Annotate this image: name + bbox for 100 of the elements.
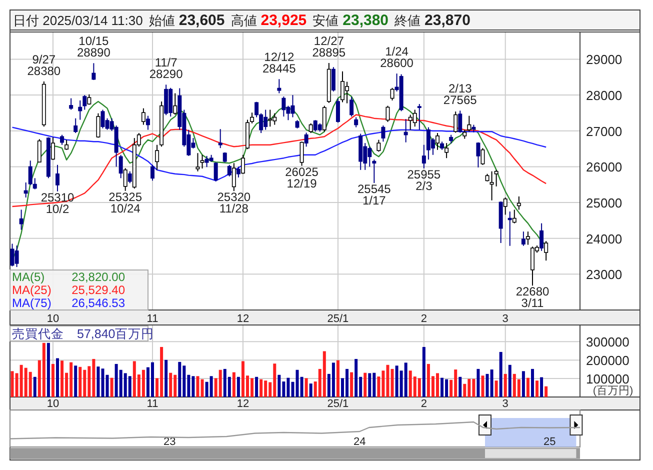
bar (169, 372, 172, 397)
bar (526, 378, 530, 397)
candlestick (64, 139, 69, 150)
y-tick-label: 300000 (586, 334, 630, 350)
candlestick (146, 115, 150, 130)
bar (255, 376, 258, 397)
candlestick (331, 66, 336, 92)
annotation: 22680 3/11 (516, 284, 550, 310)
annotation: 23,820.00 (72, 270, 126, 284)
bar (164, 360, 168, 397)
bar (260, 379, 263, 397)
candlestick (422, 144, 426, 169)
x-tick-label: 10 (46, 398, 60, 410)
bar (531, 368, 534, 397)
bar (458, 376, 462, 397)
candlestick (128, 170, 132, 184)
x-tick-label: 23 (163, 436, 176, 448)
candlestick (444, 142, 449, 159)
candlestick (282, 96, 286, 118)
text: 23,380 (342, 12, 389, 29)
bar (210, 376, 213, 397)
candlestick (19, 209, 24, 230)
candlestick (526, 231, 530, 246)
candlestick (200, 154, 204, 169)
candlestick (521, 231, 526, 246)
x-tick-label: 10 (46, 313, 60, 325)
candlestick (14, 245, 19, 268)
bar (42, 342, 46, 397)
x-tick-label: 12 (236, 398, 250, 410)
candlestick (227, 164, 232, 177)
y-tick-label: 23000 (586, 267, 622, 282)
candlestick (164, 84, 168, 116)
bar (481, 376, 484, 397)
bar (422, 346, 426, 397)
y-tick-label: 25000 (586, 196, 622, 211)
candlestick (412, 109, 417, 128)
bar (178, 362, 182, 397)
candlestick (404, 118, 408, 143)
bar (304, 378, 308, 397)
bar (106, 374, 109, 397)
text: 安値 (312, 13, 339, 28)
bar (96, 366, 100, 397)
candlestick (544, 240, 548, 262)
bar (490, 369, 494, 397)
x-tick-label: 2 (420, 398, 427, 410)
x-tick-label: 25/1 (327, 398, 349, 410)
candlestick (336, 98, 340, 124)
annotation: 10/15 28890 (77, 34, 111, 60)
candlestick (37, 138, 42, 163)
y-tick-label: 26000 (586, 160, 622, 175)
x-tick-label: 11 (146, 398, 158, 410)
bar (536, 380, 539, 397)
bar (218, 370, 222, 397)
chart-title: 売買代金 57,840百万円 (12, 327, 154, 341)
candlestick (250, 112, 254, 124)
candlestick (277, 78, 282, 94)
y-tick-label: 27000 (586, 124, 622, 139)
bar (508, 364, 512, 397)
candlestick (155, 144, 160, 170)
candlestick (268, 109, 272, 128)
bar (499, 352, 502, 397)
candlestick (454, 111, 458, 134)
annotation: 2/13 27565 (443, 82, 478, 108)
bar (522, 371, 525, 397)
bar (28, 372, 32, 397)
bar (142, 370, 145, 397)
candlestick (82, 94, 87, 110)
text: MA(75) (12, 296, 52, 310)
candlestick (322, 105, 326, 132)
candlestick (92, 62, 96, 81)
text: 高値 (230, 13, 257, 28)
candlestick (540, 222, 544, 252)
x-tick-label: 3 (502, 398, 508, 410)
bar (46, 342, 50, 397)
candlestick (354, 116, 358, 128)
bar (494, 380, 498, 397)
y-tick-label: 100000 (586, 372, 630, 387)
candlestick (503, 197, 508, 216)
y-tick-label: 28000 (586, 88, 622, 104)
bar (364, 372, 367, 397)
candlestick (218, 128, 222, 149)
candlestick (300, 141, 304, 166)
bar (200, 379, 204, 397)
annotation: 25320 11/28 (217, 190, 251, 216)
annotation: 25955 2/3 (407, 167, 441, 193)
y-tick-label: 200000 (586, 353, 630, 368)
bar (540, 377, 544, 397)
candlestick (512, 209, 516, 224)
bar (332, 362, 335, 397)
candlestick (386, 105, 390, 122)
x-tick-label: 25 (543, 436, 556, 448)
candlestick (118, 154, 123, 179)
annotation: 12/12 28445 (262, 50, 296, 76)
bar (336, 360, 340, 397)
annotation: 11/7 28290 (149, 56, 184, 82)
bar (350, 372, 354, 397)
candlestick (494, 169, 498, 187)
candlestick (141, 108, 146, 126)
candlestick (390, 87, 394, 101)
bar (78, 366, 82, 397)
